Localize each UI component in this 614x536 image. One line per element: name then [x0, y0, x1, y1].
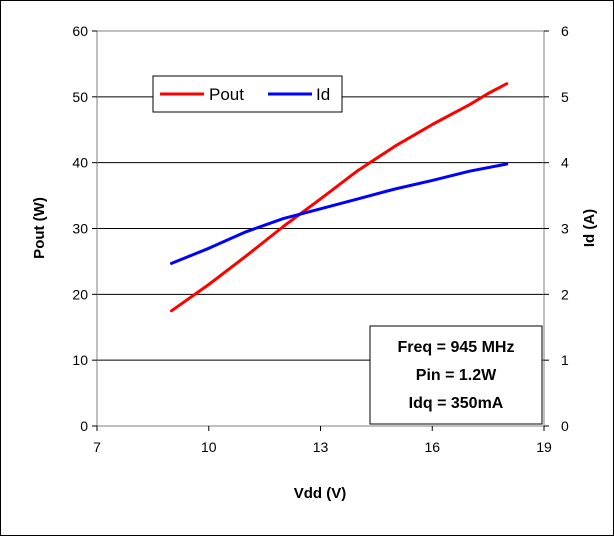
y2-tick-label: 5 [561, 89, 569, 105]
x-tick-label: 13 [313, 439, 329, 455]
y-axis-title: Pout (W) [31, 197, 48, 259]
y-tick-label: 60 [72, 23, 88, 39]
x-axis-ticks: 7 10 13 16 19 [93, 426, 552, 455]
annotation-pin: Pin = 1.2W [416, 367, 497, 384]
conditions-annotation: Freq = 945 MHz Pin = 1.2W Idq = 350mA [369, 325, 543, 425]
x-tick-label: 19 [536, 439, 552, 455]
annotation-idq: Idq = 350mA [409, 395, 504, 412]
y2-tick-label: 6 [561, 23, 569, 39]
y2-tick-label: 4 [561, 155, 569, 171]
y-tick-label: 30 [72, 221, 88, 237]
right-axis-ticks: 0 1 2 3 4 5 6 [544, 23, 569, 434]
annotation-freq: Freq = 945 MHz [398, 339, 515, 356]
series-line-id [170, 162, 509, 265]
y-tick-label: 50 [72, 89, 88, 105]
x-tick-label: 10 [201, 439, 217, 455]
x-tick-label: 16 [424, 439, 440, 455]
y-tick-label: 0 [80, 418, 88, 434]
gridlines [97, 96, 544, 361]
series-lines [170, 82, 509, 313]
legend-pout-label: Pout [209, 85, 244, 104]
y-tick-label: 10 [72, 352, 88, 368]
x-tick-label: 7 [93, 439, 101, 455]
y2-axis-title: Id (A) [581, 209, 598, 247]
y-tick-label: 20 [72, 286, 88, 302]
y2-tick-label: 2 [561, 286, 569, 302]
y-tick-label: 40 [72, 155, 88, 171]
y2-tick-label: 1 [561, 352, 569, 368]
legend: Pout Id [152, 75, 343, 113]
x-axis-title: Vdd (V) [294, 485, 347, 502]
annotation-box [369, 325, 543, 425]
left-axis-ticks: 0 10 20 30 40 50 60 [72, 23, 97, 434]
series-line-pout [170, 82, 509, 313]
y2-tick-label: 3 [561, 221, 569, 237]
legend-id-label: Id [316, 85, 330, 104]
y2-tick-label: 0 [561, 418, 569, 434]
